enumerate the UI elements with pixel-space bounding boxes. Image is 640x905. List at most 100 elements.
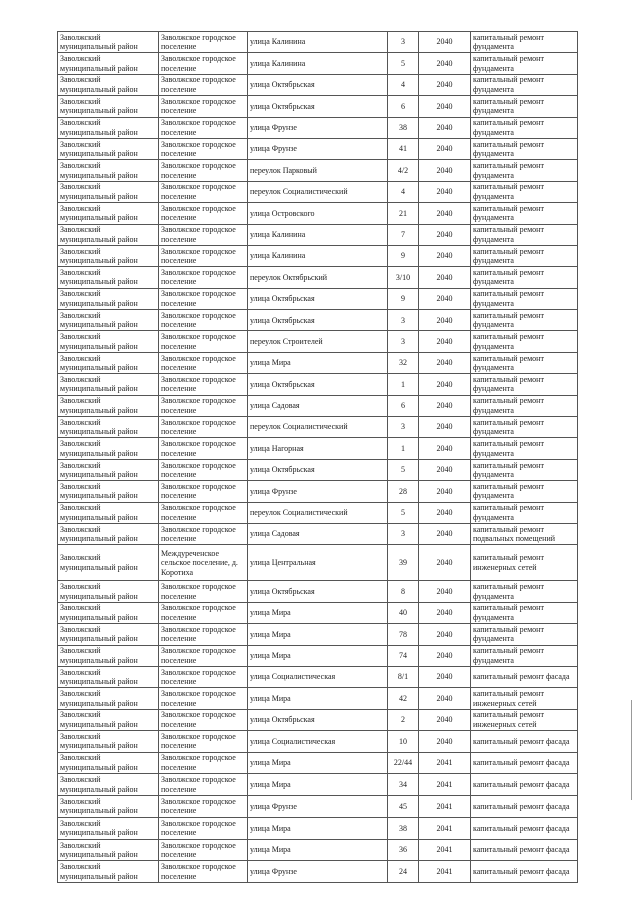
cell-house: 3 xyxy=(387,309,419,332)
cell-work: капитальный ремонт фундамента xyxy=(470,309,578,332)
cell-house: 78 xyxy=(387,623,419,646)
cell-settlement: Заволжское городское поселение xyxy=(158,644,248,667)
cell-work: капитальный ремонт фасада xyxy=(470,665,578,689)
cell-district: Заволжский муниципальный район xyxy=(57,223,159,246)
cell-house: 38 xyxy=(387,116,419,139)
table-row: Заволжский муниципальный район Заволжское… xyxy=(57,416,578,439)
table-row: Заволжский муниципальный район Заволжское… xyxy=(57,601,578,625)
cell-work: капитальный ремонт фундамента xyxy=(470,95,578,118)
table-row: Заволжский муниципальный район Заволжское… xyxy=(57,266,578,289)
cell-settlement: Заволжское городское поселение xyxy=(158,373,248,396)
table-row: Заволжский муниципальный район Заволжское… xyxy=(57,73,578,97)
table-row: Заволжский муниципальный район Заволжское… xyxy=(57,480,578,503)
table-row: Заволжский муниципальный район Заволжское… xyxy=(57,522,578,546)
cell-settlement: Заволжское городское поселение xyxy=(158,480,248,503)
cell-street: переулок Социалистический xyxy=(247,416,388,439)
cell-house: 4 xyxy=(387,180,419,204)
table-row: Заволжский муниципальный район Заволжское… xyxy=(57,687,578,710)
cell-year: 2040 xyxy=(418,244,471,268)
cell-house: 3 xyxy=(387,522,419,546)
table-row: Заволжский муниципальный район Заволжское… xyxy=(57,394,578,418)
scan-artifact-line xyxy=(631,700,632,800)
table-row: Заволжский муниципальный район Заволжское… xyxy=(57,816,578,840)
cell-street: улица Калинина xyxy=(247,30,388,54)
cell-work: капитальный ремонт фундамента xyxy=(470,244,578,268)
cell-district: Заволжский муниципальный район xyxy=(57,665,159,689)
cell-year: 2040 xyxy=(418,309,471,332)
cell-year: 2041 xyxy=(418,795,471,818)
cell-house: 3/10 xyxy=(387,266,419,289)
cell-street: улица Фрунзе xyxy=(247,116,388,139)
table-row: Заволжский муниципальный район Заволжское… xyxy=(57,580,578,603)
cell-settlement: Заволжское городское поселение xyxy=(158,416,248,439)
cell-work: капитальный ремонт фундамента xyxy=(470,30,578,54)
cell-house: 7 xyxy=(387,223,419,246)
cell-street: улица Октябрьская xyxy=(247,458,388,482)
cell-district: Заволжский муниципальный район xyxy=(57,202,159,225)
cell-street: улица Октябрьская xyxy=(247,309,388,332)
cell-house: 2 xyxy=(387,708,419,732)
cell-district: Заволжский муниципальный район xyxy=(57,623,159,646)
cell-street: улица Социалистическая xyxy=(247,665,388,689)
cell-house: 6 xyxy=(387,95,419,118)
cell-street: улица Мира xyxy=(247,351,388,375)
cell-settlement: Заволжское городское поселение xyxy=(158,180,248,204)
cell-settlement: Заволжское городское поселение xyxy=(158,73,248,97)
cell-house: 45 xyxy=(387,795,419,818)
cell-settlement: Заволжское городское поселение xyxy=(158,95,248,118)
cell-year: 2040 xyxy=(418,437,471,460)
cell-settlement: Заволжское городское поселение xyxy=(158,687,248,710)
cell-work: капитальный ремонт фундамента xyxy=(470,601,578,625)
cell-year: 2040 xyxy=(418,95,471,118)
cell-street: улица Садовая xyxy=(247,394,388,418)
cell-settlement: Заволжское городское поселение xyxy=(158,708,248,732)
cell-street: улица Социалистическая xyxy=(247,730,388,753)
table-row: Заволжский муниципальный район Заволжское… xyxy=(57,351,578,375)
table-row: Заволжский муниципальный район Заволжское… xyxy=(57,623,578,646)
cell-settlement: Заволжское городское поселение xyxy=(158,116,248,139)
cell-street: улица Фрунзе xyxy=(247,795,388,818)
table-row: Заволжский муниципальный район Заволжское… xyxy=(57,751,578,775)
cell-house: 34 xyxy=(387,773,419,797)
cell-year: 2040 xyxy=(418,30,471,54)
cell-district: Заволжский муниципальный район xyxy=(57,458,159,482)
cell-year: 2040 xyxy=(418,266,471,289)
cell-street: улица Октябрьская xyxy=(247,373,388,396)
cell-house: 8/1 xyxy=(387,665,419,689)
cell-settlement: Заволжское городское поселение xyxy=(158,665,248,689)
cell-year: 2040 xyxy=(418,159,471,182)
cell-street: улица Калинина xyxy=(247,244,388,268)
cell-work: капитальный ремонт фундамента xyxy=(470,159,578,182)
cell-street: улица Калинина xyxy=(247,223,388,246)
cell-work: капитальный ремонт фундамента xyxy=(470,116,578,139)
cell-year: 2040 xyxy=(418,223,471,246)
cell-work: капитальный ремонт фундамента xyxy=(470,437,578,460)
cell-settlement: Заволжское городское поселение xyxy=(158,394,248,418)
cell-house: 6 xyxy=(387,394,419,418)
cell-year: 2040 xyxy=(418,394,471,418)
cell-year: 2041 xyxy=(418,838,471,862)
cell-year: 2040 xyxy=(418,137,471,161)
cell-work: капитальный ремонт фундамента xyxy=(470,266,578,289)
table-row: Заволжский муниципальный район Заволжское… xyxy=(57,838,578,862)
cell-district: Заволжский муниципальный район xyxy=(57,708,159,732)
table-row: Заволжский муниципальный район Заволжское… xyxy=(57,52,578,75)
table-row: Заволжский муниципальный район Заволжское… xyxy=(57,116,578,139)
cell-district: Заволжский муниципальный район xyxy=(57,180,159,204)
cell-settlement: Заволжское городское поселение xyxy=(158,330,248,353)
cell-work: капитальный ремонт фундамента xyxy=(470,330,578,353)
cell-year: 2040 xyxy=(418,522,471,546)
cell-house: 9 xyxy=(387,244,419,268)
cell-district: Заволжский муниципальный район xyxy=(57,480,159,503)
cell-district: Заволжский муниципальный район xyxy=(57,287,159,311)
table-row: Заволжский муниципальный район Заволжское… xyxy=(57,644,578,667)
cell-house: 24 xyxy=(387,860,419,884)
cell-settlement: Заволжское городское поселение xyxy=(158,351,248,375)
cell-house: 5 xyxy=(387,501,419,524)
cell-settlement: Заволжское городское поселение xyxy=(158,30,248,54)
cell-work: капитальный ремонт фундамента xyxy=(470,351,578,375)
cell-settlement: Заволжское городское поселение xyxy=(158,501,248,524)
cell-year: 2040 xyxy=(418,416,471,439)
cell-work: капитальный ремонт инженерных сетей xyxy=(470,708,578,732)
cell-year: 2040 xyxy=(418,202,471,225)
